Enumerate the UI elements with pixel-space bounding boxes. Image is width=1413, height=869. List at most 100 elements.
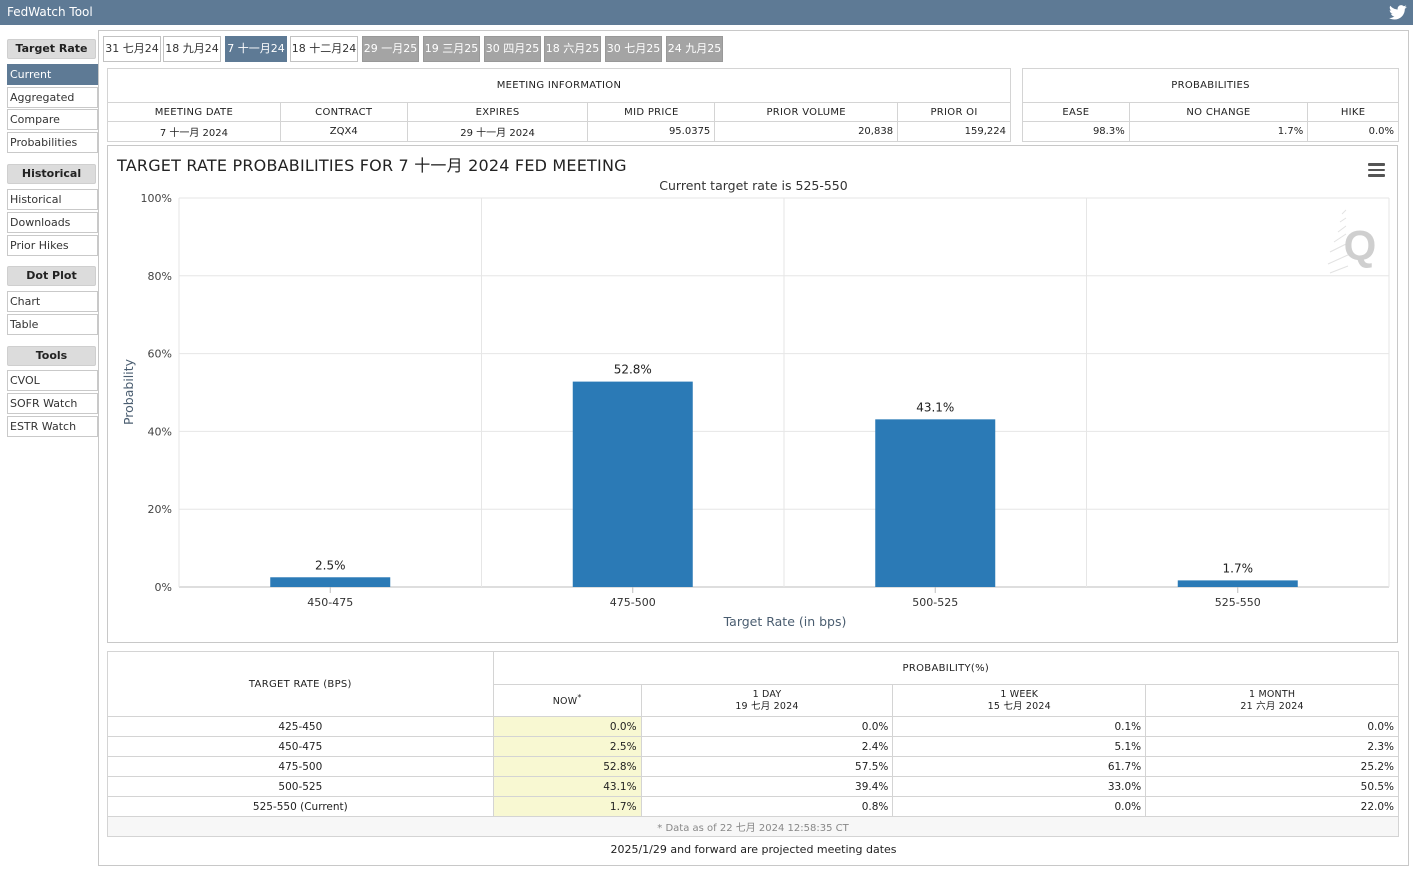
sidebar-item-downloads[interactable]: Downloads — [7, 212, 98, 233]
now-cell: 43.1% — [492, 776, 642, 797]
y-tick-label: 100% — [141, 192, 172, 205]
tab-meeting[interactable]: 7 十一月24 — [225, 36, 287, 62]
ease-value: 98.3% — [1022, 121, 1130, 142]
bar-525-550[interactable] — [1177, 580, 1298, 587]
tab-meeting[interactable]: 18 九月24 — [163, 36, 221, 62]
tab-meeting[interactable]: 18 十二月24 — [290, 36, 358, 62]
chart-menu-icon[interactable] — [1368, 163, 1385, 177]
sidebar-item-cvol[interactable]: CVOL — [7, 370, 98, 391]
sidebar-item-current[interactable]: Current — [7, 64, 98, 85]
sidebar-item-sofr-watch[interactable]: SOFR Watch — [7, 393, 98, 414]
twitter-icon[interactable] — [1389, 4, 1407, 21]
probability-table: TARGET RATE (BPS) PROBABILITY(%) NOW* 1 … — [107, 651, 1400, 837]
y-axis-label: Probability — [121, 358, 136, 425]
meeting-date-value: 7 十一月 2024 — [107, 121, 281, 142]
y-tick-label: 60% — [148, 348, 172, 361]
value-cell: 25.2% — [1145, 756, 1399, 777]
value-cell: 5.1% — [892, 736, 1147, 757]
sidebar-item-compare[interactable]: Compare — [7, 109, 98, 130]
y-tick-label: 0% — [155, 581, 172, 594]
value-cell: 61.7% — [892, 756, 1147, 777]
rate-cell: 500-525 — [107, 776, 494, 797]
y-tick-label: 40% — [148, 425, 172, 438]
bar-475-500[interactable] — [572, 381, 693, 587]
sidebar-group-tools: Tools — [7, 346, 96, 366]
x-tick-label: 525-550 — [1215, 596, 1261, 609]
col-header-1-month: 1 MONTH 21 六月 2024 — [1145, 684, 1399, 717]
sidebar-group-dot-plot: Dot Plot — [7, 266, 96, 286]
sidebar: Target Rate Current Aggregated Compare P… — [4, 34, 100, 866]
col-header-label: NOW — [552, 696, 578, 708]
col-header: MID PRICE — [587, 102, 716, 122]
value-cell: 0.0% — [640, 716, 894, 737]
col-header-label: 1 MONTH — [1248, 688, 1296, 700]
col-header: CONTRACT — [279, 102, 408, 122]
col-header: PRIOR VOLUME — [714, 102, 899, 122]
q-logo-icon: Q — [1327, 209, 1376, 274]
value-cell: 2.4% — [640, 736, 894, 757]
meeting-info-table: MEETING INFORMATION MEETING DATE CONTRAC… — [107, 68, 1011, 142]
col-header: EXPIRES — [406, 102, 589, 122]
sidebar-item-historical[interactable]: Historical — [7, 189, 98, 210]
data-timestamp-footnote: * Data as of 22 七月 2024 12:58:35 CT — [107, 816, 1399, 837]
col-header: HIKE — [1307, 102, 1399, 122]
value-cell: 33.0% — [892, 776, 1147, 797]
sidebar-item-chart[interactable]: Chart — [7, 291, 98, 312]
sidebar-item-table[interactable]: Table — [7, 314, 98, 335]
value-cell: 0.0% — [892, 796, 1147, 817]
now-cell: 2.5% — [492, 736, 642, 757]
no-change-value: 1.7% — [1128, 121, 1309, 142]
data-label: 43.1% — [916, 400, 954, 414]
data-label: 52.8% — [614, 363, 652, 377]
sidebar-group-target-rate: Target Rate — [7, 39, 96, 59]
bar-450-475[interactable] — [270, 577, 391, 587]
tab-meeting[interactable]: 29 一月25 — [362, 36, 419, 62]
table-row: 500-525 43.1% 39.4% 33.0% 50.5% — [107, 776, 1399, 797]
chart-panel: TARGET RATE PROBABILITIES FOR 7 十一月 2024… — [107, 145, 1398, 643]
col-header-now: NOW* — [492, 684, 642, 717]
table-row: 450-475 2.5% 2.4% 5.1% 2.3% — [107, 736, 1399, 757]
footnote-marker: * — [577, 693, 582, 703]
chart-title: TARGET RATE PROBABILITIES FOR 7 十一月 2024… — [117, 156, 627, 175]
expires-value: 29 十一月 2024 — [406, 121, 589, 142]
y-tick-label: 20% — [148, 503, 172, 516]
projected-dates-note: 2025/1/29 and forward are projected meet… — [610, 843, 897, 856]
table-row: 475-500 52.8% 57.5% 61.7% 25.2% — [107, 756, 1399, 777]
tab-meeting[interactable]: 31 七月24 — [103, 36, 161, 62]
data-label: 1.7% — [1223, 561, 1254, 575]
rate-cell: 525-550 (Current) — [107, 796, 494, 817]
data-label: 2.5% — [315, 558, 346, 572]
meeting-info-title: MEETING INFORMATION — [107, 68, 1011, 103]
table-row: 425-450 0.0% 0.0% 0.1% 0.0% — [107, 716, 1399, 737]
sidebar-item-probabilities[interactable]: Probabilities — [7, 132, 98, 153]
tab-meeting[interactable]: 30 四月25 — [484, 36, 541, 62]
sidebar-item-prior-hikes[interactable]: Prior Hikes — [7, 235, 98, 256]
prior-volume-value: 20,838 — [714, 121, 899, 142]
sidebar-item-estr-watch[interactable]: ESTR Watch — [7, 416, 98, 437]
value-cell: 0.1% — [892, 716, 1147, 737]
tab-meeting[interactable]: 24 九月25 — [666, 36, 723, 62]
tab-meeting[interactable]: 30 七月25 — [605, 36, 662, 62]
value-cell: 0.8% — [640, 796, 894, 817]
hike-value: 0.0% — [1307, 121, 1399, 142]
col-header-1-day: 1 DAY 19 七月 2024 — [640, 684, 894, 717]
tab-meeting[interactable]: 19 三月25 — [423, 36, 480, 62]
bar-chart: Q 0%20%40%60%80%100% 2.5%52.8%43.1%1.7% … — [121, 192, 1390, 629]
value-cell: 39.4% — [640, 776, 894, 797]
tab-meeting[interactable]: 18 六月25 — [544, 36, 601, 62]
mid-price-value: 95.0375 — [587, 121, 716, 142]
x-tick-label: 475-500 — [610, 596, 656, 609]
col-header: MEETING DATE — [107, 102, 281, 122]
sidebar-item-aggregated[interactable]: Aggregated — [7, 87, 98, 108]
x-tick-label: 500-525 — [912, 596, 958, 609]
bar-500-525[interactable] — [875, 419, 996, 587]
title-bar: FedWatch Tool — [0, 0, 1413, 25]
col-header-date: 15 七月 2024 — [987, 700, 1051, 712]
col-header: NO CHANGE — [1128, 102, 1309, 122]
col-header: PRIOR OI — [897, 102, 1011, 122]
probabilities-title: PROBABILITIES — [1022, 68, 1399, 103]
col-header-label: 1 DAY — [752, 688, 782, 700]
col-header: EASE — [1022, 102, 1130, 122]
col-header-1-week: 1 WEEK 15 七月 2024 — [892, 684, 1147, 717]
value-cell: 50.5% — [1145, 776, 1399, 797]
